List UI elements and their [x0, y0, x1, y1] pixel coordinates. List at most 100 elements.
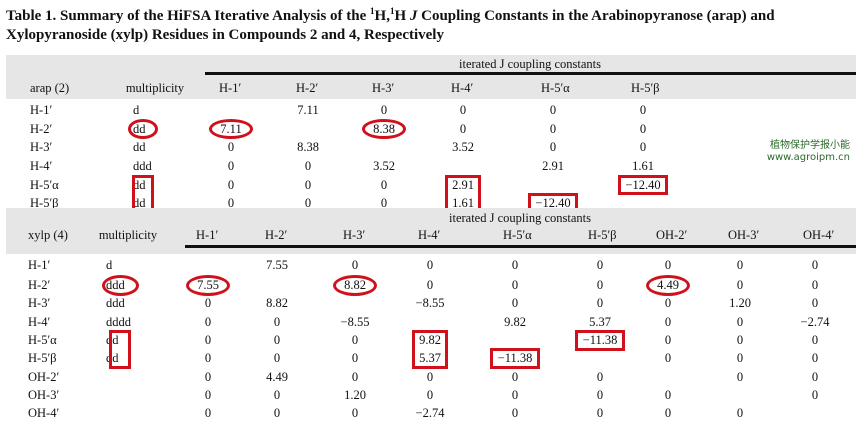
table-cell: 0: [204, 406, 212, 420]
highlight-box: [109, 330, 131, 369]
watermark: 植物保护学报小能 www.agroipm.cn: [767, 140, 850, 164]
row-multiplicity: dddd: [106, 315, 131, 329]
table-cell: 0: [459, 103, 467, 117]
table-cell: 0: [351, 351, 359, 365]
row-multiplicity: ddd: [133, 159, 152, 173]
header-rule: [205, 72, 856, 75]
table-cell: −12.40: [535, 196, 571, 210]
table-cell: 0: [639, 122, 647, 136]
caption-j: J: [409, 8, 418, 24]
table-cell: 0: [736, 278, 744, 292]
table-cell: 0: [227, 178, 235, 192]
highlight-box: [490, 348, 540, 369]
table-cell: 0: [511, 258, 519, 272]
table-cell: 0: [273, 388, 281, 402]
column-header: H-3′: [372, 81, 395, 95]
row-multiplicity: d: [106, 258, 113, 272]
table-cell: 0: [664, 388, 672, 402]
table-cell: 0: [664, 333, 672, 347]
table-cell: 0: [639, 103, 647, 117]
table-cell: 0: [596, 370, 604, 384]
column-header: H-5′β: [588, 228, 617, 242]
row-label: H-5′α: [30, 178, 59, 192]
table-cell: 0: [227, 140, 235, 154]
row-label: H-5′β: [28, 351, 57, 365]
table-cell: 0: [664, 296, 672, 310]
highlight-ellipse: [209, 119, 253, 139]
table-cell: 0: [204, 351, 212, 365]
table-cell: 0: [227, 159, 235, 173]
table-cell: 0: [811, 333, 819, 347]
table-cell: 0: [351, 258, 359, 272]
table-cell: 0: [511, 278, 519, 292]
table-cell: 0: [596, 278, 604, 292]
table-cell: 0: [811, 370, 819, 384]
table-cell: 0: [426, 370, 434, 384]
column-header: H-5′α: [541, 81, 570, 95]
caption-sup: 1: [389, 6, 395, 16]
table-cell: 0: [204, 315, 212, 329]
table-cell: 0: [511, 406, 519, 420]
table-cell: 0: [273, 351, 281, 365]
highlight-ellipse: [333, 275, 377, 296]
column-header: H-1′: [196, 228, 219, 242]
row-label: H-2′: [28, 278, 51, 292]
column-header: OH-2′: [656, 228, 688, 242]
table-cell: 0: [736, 406, 744, 420]
table-cell: 8.82: [266, 296, 288, 310]
table-cell: 0: [273, 406, 281, 420]
highlight-box: [575, 330, 625, 351]
column-header: H-2′: [265, 228, 288, 242]
span-header: iterated J coupling constants: [449, 211, 591, 225]
multiplicity-header: multiplicity: [98, 228, 158, 242]
column-header: OH-4′: [803, 228, 835, 242]
row-label: H-1′: [28, 258, 51, 272]
header-band: [6, 55, 856, 99]
caption-text: H,: [374, 8, 390, 24]
column-header: H-3′: [343, 228, 366, 242]
table-cell: 0: [511, 388, 519, 402]
table-cell: 0: [380, 196, 388, 210]
table-cell: 0: [811, 388, 819, 402]
table-cell: 1.20: [729, 296, 751, 310]
highlight-ellipse: [646, 275, 690, 296]
table-cell: 0: [273, 315, 281, 329]
table-cell: 0: [664, 315, 672, 329]
table-cell: 5.37: [419, 351, 441, 365]
table-cell: 0: [664, 258, 672, 272]
table-cell: 0: [811, 278, 819, 292]
table-cell: 3.52: [373, 159, 395, 173]
table-cell: 0: [811, 351, 819, 365]
table-cell: 0: [304, 196, 312, 210]
column-header: H-5′β: [631, 81, 660, 95]
table-cell: 3.52: [452, 140, 474, 154]
table-cell: 0: [596, 258, 604, 272]
table-cell: 9.82: [419, 333, 441, 347]
table-cell: 0: [380, 103, 388, 117]
table-cell: 1.61: [632, 159, 654, 173]
row-header: xylp (4): [28, 228, 68, 242]
table-cell: −11.38: [497, 351, 533, 365]
table-cell: 0: [811, 296, 819, 310]
column-header: H-1′: [219, 81, 242, 95]
row-label: OH-4′: [28, 406, 60, 420]
table-cell: 0: [204, 333, 212, 347]
table-cell: 0: [549, 140, 557, 154]
table-cell: 0: [426, 258, 434, 272]
table-cell: 0: [204, 296, 212, 310]
table-cell: 1.20: [344, 388, 366, 402]
table-cell: 8.38: [297, 140, 319, 154]
caption-text: H: [394, 8, 410, 24]
row-label: H-5′β: [30, 196, 59, 210]
caption-text: Table 1. Summary of the HiFSA Iterative …: [6, 8, 371, 24]
table-cell: 0: [227, 196, 235, 210]
row-multiplicity: ddd: [106, 296, 125, 310]
row-label: H-4′: [28, 315, 51, 329]
table-cell: 7.55: [266, 258, 288, 272]
row-label: H-1′: [30, 103, 53, 117]
table-cell: 0: [664, 351, 672, 365]
table-cell: 0: [511, 370, 519, 384]
table-cell: 0: [380, 178, 388, 192]
row-label: H-3′: [30, 140, 53, 154]
table-cell: 0: [351, 406, 359, 420]
